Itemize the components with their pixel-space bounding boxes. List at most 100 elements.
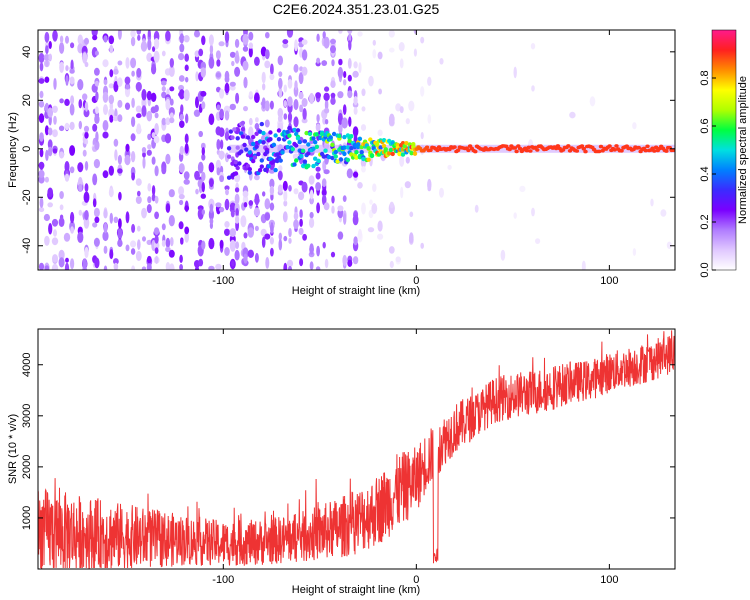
spectrogram-cell xyxy=(224,247,230,256)
spectrogram-cell xyxy=(513,212,517,219)
spectrogram-cell xyxy=(179,264,183,270)
spectrogram-cell xyxy=(150,92,157,103)
spectrogram-cell xyxy=(124,86,131,98)
carrier-point xyxy=(388,147,394,153)
carrier-point xyxy=(290,147,295,152)
spectrogram-cell xyxy=(399,106,404,114)
spectrogram-cell xyxy=(224,110,230,121)
spectrogram-cell xyxy=(519,185,526,193)
carrier-point xyxy=(452,145,457,149)
spectrogram-cell xyxy=(64,122,70,131)
spectrogram-cell xyxy=(47,127,53,136)
spectrogram-cell xyxy=(342,104,347,115)
carrier-point xyxy=(366,157,371,162)
carrier-point xyxy=(247,150,252,155)
spectrogram-cell xyxy=(353,171,359,178)
spectrogram-cell xyxy=(399,155,405,167)
spectrogram-cell xyxy=(52,148,58,154)
spectrogram-cell xyxy=(223,105,231,114)
colorbar-tick-label: 0.0 xyxy=(699,262,711,277)
spectrogram-cell xyxy=(282,211,288,223)
spectrogram-cell xyxy=(352,214,359,226)
spectrogram-cell xyxy=(200,67,206,78)
spectrogram-cell xyxy=(69,121,75,131)
spectrogram-cell xyxy=(283,262,288,270)
carrier-point xyxy=(311,163,316,169)
spectrogram-y-axis-label: Frequency (Hz) xyxy=(7,112,19,188)
spectrogram-cell xyxy=(153,241,160,250)
spectrogram-cell xyxy=(293,63,299,73)
carrier-point xyxy=(354,150,359,155)
carrier-point xyxy=(331,131,337,137)
spectrogram-cell xyxy=(420,36,425,44)
spectrogram-cell xyxy=(59,151,65,159)
spectrogram-cell xyxy=(92,173,98,186)
spectrogram-cell xyxy=(229,85,236,91)
spectrogram-cell xyxy=(234,187,240,193)
spectrogram-cell xyxy=(242,60,249,71)
spectrogram-cell xyxy=(151,63,157,75)
spectrogram-cell xyxy=(283,189,288,202)
spectrogram-cell xyxy=(368,75,374,87)
spectrogram-cell xyxy=(169,58,174,68)
x-tick-label: 0 xyxy=(413,574,419,586)
spectrogram-cell xyxy=(343,71,347,78)
spectrogram-cell xyxy=(130,151,136,163)
spectrogram-cell xyxy=(331,195,335,204)
carrier-point xyxy=(245,135,251,140)
spectrogram-cell xyxy=(264,60,271,69)
spectrogram-cell xyxy=(282,180,288,191)
carrier-point xyxy=(652,149,657,153)
spectrogram-cell xyxy=(169,86,175,92)
carrier-point xyxy=(314,144,320,149)
spectrogram-cell xyxy=(53,229,57,237)
spectrogram-cell xyxy=(69,166,75,174)
spectrogram-cell xyxy=(569,111,576,119)
spectrogram-cell xyxy=(113,138,119,147)
spectrogram-cell xyxy=(287,112,293,122)
spectrogram-cell xyxy=(39,148,44,158)
spectrogram-cell xyxy=(301,98,308,107)
spectrogram-cell xyxy=(84,246,89,259)
spectrogram-cell xyxy=(420,132,424,140)
spectrogram-cell xyxy=(113,68,119,75)
carrier-point xyxy=(307,131,313,137)
carrier-point xyxy=(295,128,301,133)
spectrogram-cell xyxy=(343,213,347,225)
spectrogram-cell xyxy=(208,237,215,250)
spectrogram-cell xyxy=(439,58,444,65)
colorbar-tick-label: 0.6 xyxy=(699,118,711,133)
spectrogram-cell xyxy=(389,260,394,269)
carrier-point xyxy=(261,140,266,145)
carrier-point xyxy=(356,142,361,147)
spectrogram-cell xyxy=(447,164,452,170)
spectrogram-cell xyxy=(243,76,248,89)
carrier-point xyxy=(313,156,318,161)
spectrogram-cell xyxy=(316,33,320,42)
spectrogram-cell xyxy=(264,198,271,210)
carrier-point xyxy=(257,168,263,173)
carrier-point xyxy=(390,151,395,157)
carrier-point xyxy=(412,151,418,156)
spectrogram-cell xyxy=(178,53,185,61)
spectrogram-cell xyxy=(219,175,225,183)
spectrogram-cell xyxy=(38,161,45,169)
spectrogram-cell xyxy=(151,156,156,165)
spectrogram-cell xyxy=(248,46,253,58)
spectrogram-cell xyxy=(399,58,404,69)
spectrogram-cell xyxy=(109,114,114,123)
spectrogram-cell xyxy=(531,207,535,217)
spectrogram-cell xyxy=(277,107,284,118)
carrier-point xyxy=(261,130,266,136)
spectrogram-cell xyxy=(117,168,123,174)
spectrogram-cell xyxy=(112,115,119,122)
spectrogram-cell xyxy=(161,165,167,175)
spectrogram-cell xyxy=(308,175,315,185)
carrier-point xyxy=(643,148,648,153)
spectrogram-cell xyxy=(288,265,292,270)
spectrogram-cell xyxy=(161,91,167,99)
spectrogram-cell xyxy=(224,131,230,141)
spectrogram-cell xyxy=(388,113,395,126)
spectrogram-cell xyxy=(109,249,114,260)
spectrogram-cell xyxy=(165,98,171,111)
